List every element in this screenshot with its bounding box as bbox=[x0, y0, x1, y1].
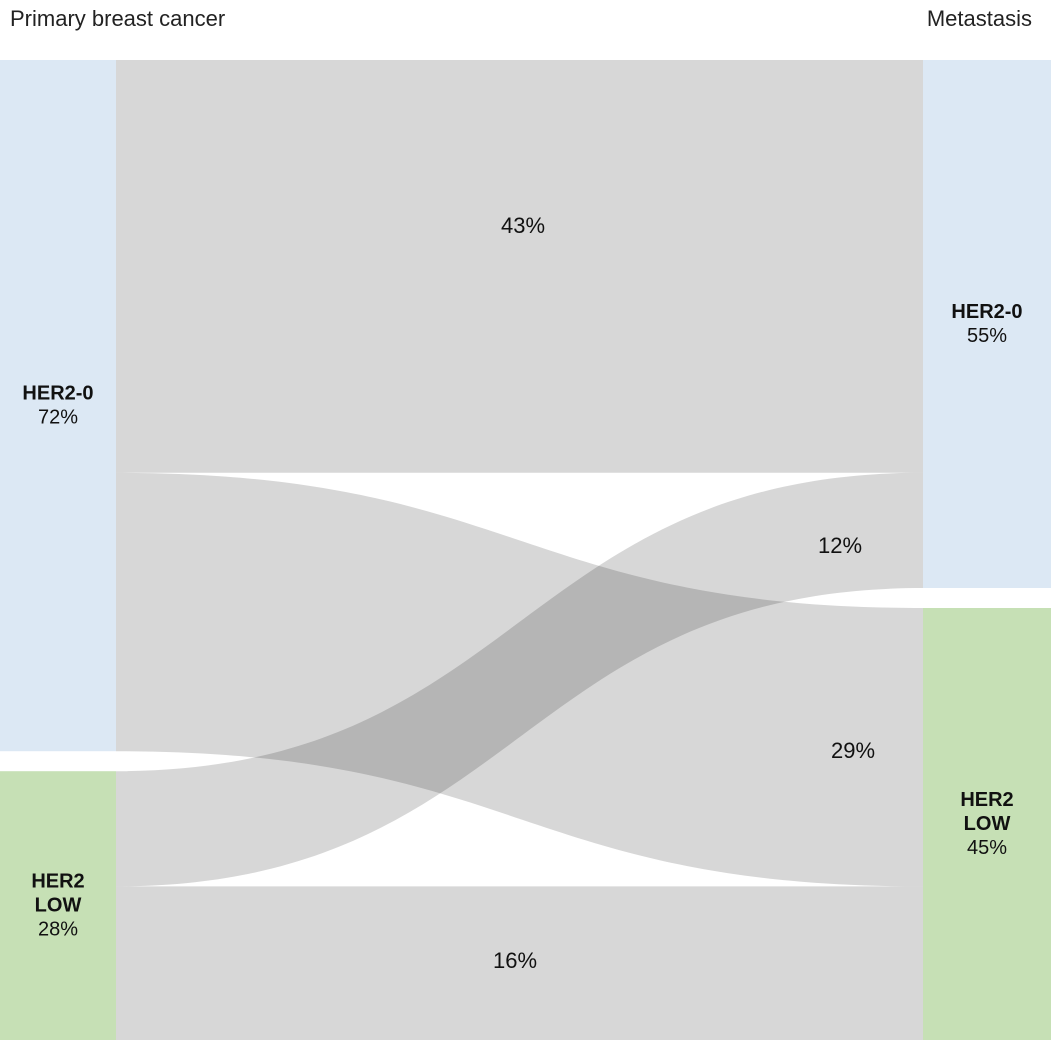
left-node-plow-name-label: HER2 bbox=[31, 871, 84, 893]
right-node-mlow-name-label: HER2 bbox=[960, 789, 1013, 811]
right-node-mlow bbox=[923, 608, 1051, 1040]
left-node-p0-value-label: 72% bbox=[38, 407, 78, 429]
flow-label-plow-to-m0: 12% bbox=[818, 533, 862, 558]
left-axis-title: Primary breast cancer bbox=[10, 6, 226, 31]
left-node-p0 bbox=[0, 60, 116, 752]
flow-p0-to-m0 bbox=[116, 60, 923, 473]
right-axis-title: Metastasis bbox=[926, 6, 1032, 31]
right-node-m0-value-label: 55% bbox=[967, 325, 1007, 347]
flow-label-p0-to-mlow: 29% bbox=[831, 738, 875, 763]
left-node-plow bbox=[0, 771, 116, 1040]
right-node-m0-name-label: HER2-0 bbox=[951, 301, 1022, 323]
flow-label-plow-to-mlow: 16% bbox=[493, 948, 537, 973]
right-node-mlow-value-label: 45% bbox=[967, 837, 1007, 859]
right-node-mlow-name-label: LOW bbox=[964, 813, 1011, 835]
flow-plow-to-mlow bbox=[116, 886, 923, 1040]
left-node-p0-name-label: HER2-0 bbox=[22, 383, 93, 405]
left-node-plow-name-label: LOW bbox=[35, 895, 82, 917]
flow-label-p0-to-m0: 43% bbox=[501, 213, 545, 238]
right-node-m0 bbox=[923, 60, 1051, 588]
left-node-plow-value-label: 28% bbox=[38, 919, 78, 941]
flow-plow-to-m0 bbox=[116, 472, 923, 887]
flow-group bbox=[116, 60, 923, 1040]
